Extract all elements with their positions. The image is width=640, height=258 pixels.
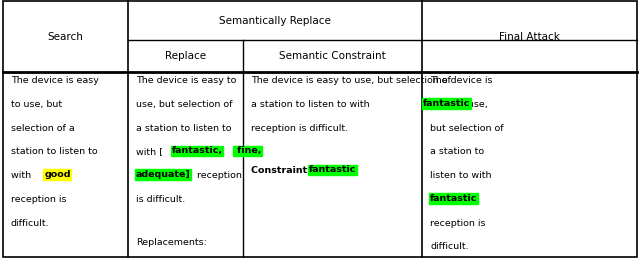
Text: a station to listen to: a station to listen to [136,124,231,133]
Text: listen to with: listen to with [430,171,492,180]
Text: difficult.: difficult. [11,219,49,228]
Text: Search: Search [47,32,84,42]
Text: difficult.: difficult. [430,242,468,251]
Text: use, but selection of: use, but selection of [136,100,232,109]
Text: selection of a: selection of a [11,124,75,133]
Text: fantastic: fantastic [308,165,356,174]
Text: The device is easy: The device is easy [11,76,99,85]
Text: reception is difficult.: reception is difficult. [251,124,348,133]
Text: Constraints:: Constraints: [251,166,320,175]
Text: reception is: reception is [430,219,486,228]
Text: Semantically Replace: Semantically Replace [220,16,331,26]
Text: The device is easy to use, but selection of: The device is easy to use, but selection… [251,76,451,85]
Text: Replacements:: Replacements: [136,238,207,246]
Text: easy to use,: easy to use, [430,100,488,109]
Text: good: good [44,170,70,179]
Text: Semantic Constraint: Semantic Constraint [280,51,386,61]
Text: a station to: a station to [430,147,484,156]
Text: Replace: Replace [165,51,206,61]
Text: adequate]: adequate] [136,170,191,179]
Text: The device is easy to: The device is easy to [136,76,236,85]
Text: reception is: reception is [11,195,67,204]
Text: fine,: fine, [234,146,261,155]
Text: a station to listen to with: a station to listen to with [251,100,372,109]
Text: but selection of: but selection of [430,124,504,133]
Text: reception: reception [194,171,242,180]
Text: fantastic,: fantastic, [172,146,223,155]
Text: The device is: The device is [430,76,493,85]
Text: fantastic: fantastic [430,194,477,203]
Text: station to listen to: station to listen to [11,147,97,156]
Text: to use, but: to use, but [11,100,62,109]
Text: with: with [11,171,34,180]
Text: is difficult.: is difficult. [136,195,185,204]
Text: fantastic: fantastic [422,99,470,108]
Text: with [: with [ [136,147,163,156]
Text: Final Attack: Final Attack [499,32,560,42]
